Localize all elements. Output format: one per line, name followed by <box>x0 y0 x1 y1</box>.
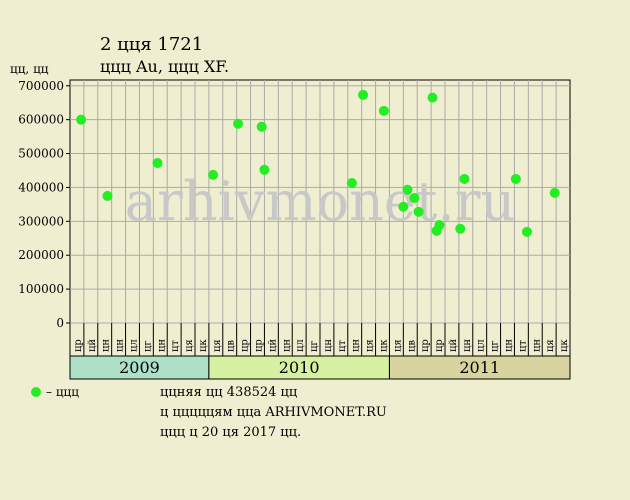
watermark: arhivmonet.ru <box>125 170 515 233</box>
x-tick-label: цн <box>504 339 515 352</box>
legend-marker <box>31 387 41 397</box>
x-tick-label: цв <box>406 340 417 352</box>
y-tick-label: 700000 <box>18 79 64 93</box>
point <box>409 192 420 203</box>
y-tick-label: 300000 <box>18 214 64 228</box>
point <box>427 92 438 103</box>
x-tick-label: цр <box>434 339 445 352</box>
x-tick-label: цн <box>281 339 292 352</box>
legend-label: – ццц <box>46 385 79 399</box>
point <box>459 173 470 184</box>
point <box>358 89 369 100</box>
year-label: 2010 <box>279 358 320 377</box>
x-tick-label: ця <box>365 339 376 352</box>
x-tick-label: цв <box>226 340 237 352</box>
y-tick-label: 500000 <box>18 147 64 161</box>
point <box>402 184 413 195</box>
note: ц цццццям цца ARHIVMONET.RU <box>160 405 387 420</box>
x-tick-label: цк <box>379 339 390 352</box>
point <box>455 223 466 234</box>
x-tick-label: цт <box>337 340 348 352</box>
year-label: 2009 <box>119 358 160 377</box>
point <box>521 226 532 237</box>
point <box>233 118 244 129</box>
x-tick-label: цт <box>517 340 528 352</box>
x-tick-label: ця <box>212 339 223 352</box>
x-tick-label: цг <box>309 340 320 352</box>
point <box>152 158 163 169</box>
y-tick-label: 400000 <box>18 180 64 194</box>
x-tick-label: цл <box>295 339 306 352</box>
x-tick-label: цр <box>254 339 265 352</box>
x-tick-label: цк <box>559 339 570 352</box>
x-tick-label: цн <box>531 339 542 352</box>
point <box>549 187 560 198</box>
point <box>76 114 87 125</box>
point <box>378 105 389 116</box>
year-band <box>388 355 571 380</box>
point <box>413 206 424 217</box>
year-label: 2011 <box>459 358 500 377</box>
note: ццняя цц 438524 цц <box>160 385 297 400</box>
x-tick-label: цр <box>73 339 84 352</box>
point <box>208 169 219 180</box>
point <box>398 201 409 212</box>
x-tick-label: ця <box>184 339 195 352</box>
x-tick-label: ця <box>545 339 556 352</box>
chart-title: 2 цця 1721 <box>100 34 203 55</box>
point <box>102 190 113 201</box>
x-tick-label: цн <box>156 339 167 352</box>
point <box>346 178 357 189</box>
x-tick-label: цй <box>267 339 278 352</box>
y-tick-label: 100000 <box>18 282 64 296</box>
x-tick-label: цл <box>129 339 140 352</box>
x-tick-label: цл <box>476 339 487 352</box>
point <box>434 220 445 231</box>
x-tick-label: цт <box>170 340 181 352</box>
x-tick-label: цй <box>448 339 459 352</box>
y-tick-label: 600000 <box>18 113 64 127</box>
x-tick-label: цн <box>323 339 334 352</box>
x-tick-label: цн <box>351 339 362 352</box>
note: ццц ц 20 ця 2017 цц. <box>160 425 301 440</box>
x-tick-label: цг <box>142 340 153 352</box>
x-tick-label: ця <box>392 339 403 352</box>
y-tick-label: 0 <box>56 316 64 330</box>
point <box>510 173 521 184</box>
y-tick-label: 200000 <box>18 248 64 262</box>
x-tick-label: цй <box>87 339 98 352</box>
point <box>256 121 267 132</box>
x-tick-label: цн <box>462 339 473 352</box>
x-tick-label: цн <box>115 339 126 352</box>
x-tick-label: цр <box>240 339 251 352</box>
point <box>259 164 270 175</box>
x-tick-label: цн <box>101 339 112 352</box>
y-axis-label: цц, цц <box>10 62 49 76</box>
x-tick-label: цк <box>198 339 209 352</box>
x-tick-label: цг <box>490 340 501 352</box>
chart-subtitle: ццц Au, ццц XF. <box>100 57 229 76</box>
x-tick-label: цр <box>420 339 431 352</box>
